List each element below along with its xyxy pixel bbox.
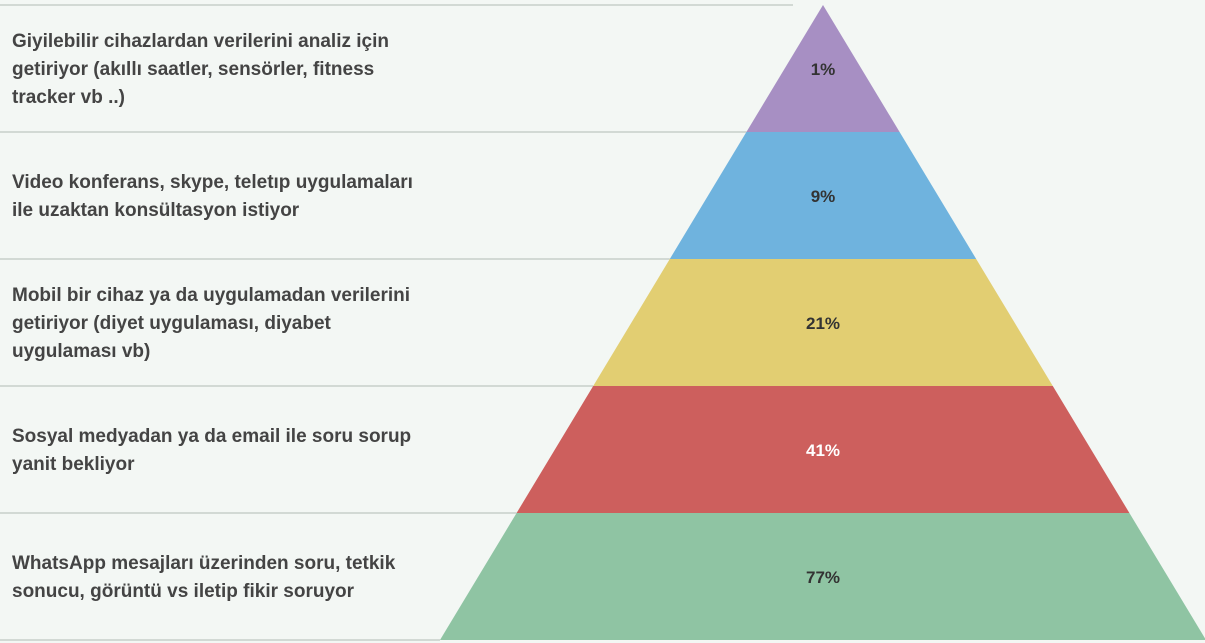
value-label: 77% [806,568,840,587]
value-label: 41% [806,441,840,460]
category-label: Sosyal medyadan ya da email ile soru sor… [12,425,412,475]
value-label: 9% [811,187,836,206]
pyramid-band [516,386,1130,513]
pyramid-band [440,513,1205,640]
category-label: Video konferans, skype, teletıp uygulama… [12,171,413,221]
pyramid-band [746,5,900,132]
category-label: WhatsApp mesajları üzerinden soru, tetki… [12,552,396,602]
pyramid-band [669,132,977,259]
pyramid-band [593,259,1053,386]
category-label: Giyilebilir cihazlardan verilerini anali… [12,30,389,108]
category-label: Mobil bir cihaz ya da uygulamadan verile… [12,284,411,362]
value-label: 21% [806,314,840,333]
value-label: 1% [811,60,836,79]
